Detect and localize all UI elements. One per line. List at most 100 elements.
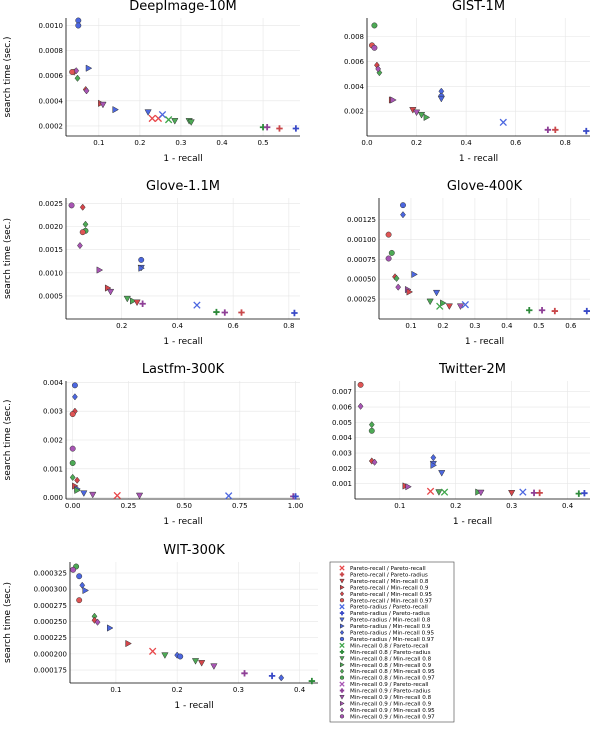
data-point [357,402,364,410]
data-point [385,231,392,238]
x-tick-label: 0.6 [228,322,240,330]
chart-panel: 0.2 0.4 0.6 0.8 0.0005 0.0010 0.0015 0.0020 0.00… [3,179,300,347]
legend-marker [339,578,345,584]
data-point [89,491,97,499]
data-point [83,87,90,95]
data-point [113,491,121,500]
x-tick-label: 0.6 [510,139,522,147]
x-tick-label: 0.8 [283,322,294,330]
y-tick-label: 0.004 [344,83,365,91]
y-axis-label: search time (sec.) [3,218,13,299]
x-tick-label: 0.00 [65,502,81,510]
data-point [69,411,76,418]
x-tick-label: 0.3 [175,139,186,147]
x-tick-label: 0.1 [394,502,405,510]
legend-marker [339,675,345,680]
data-point [276,125,283,132]
data-point [164,116,173,124]
data-point [423,113,431,121]
data-point [375,65,382,73]
y-tick-label: 0.00100 [347,236,376,244]
data-point [148,114,156,123]
legend-marker [339,591,345,597]
x-tick-label: 0.3 [233,686,244,694]
y-tick-label: 0.0025 [39,200,64,208]
x-tick-label: 0.1 [405,322,416,330]
data-point [430,454,437,462]
chart-panel: 0.1 0.2 0.3 0.4 0.001 0.002 0.003 0.004 0.005 0.0… [332,362,590,527]
data-point [371,44,378,51]
data-point [583,127,590,135]
data-point [76,597,83,604]
data-point [551,307,559,315]
legend-marker [339,565,345,571]
data-point [436,302,444,310]
data-point [477,489,485,497]
legend-marker [339,649,345,655]
data-point [125,639,132,648]
data-point [581,489,588,497]
legend-label: Pareto-radius / Pareto-radius [350,611,430,617]
data-point [191,658,200,665]
data-point [368,427,375,434]
legend-marker [339,629,345,636]
chart-panel: 0.1 0.2 0.3 0.4 0.000175 0.000200 0.000225 0.00… [3,543,318,711]
legend-marker [339,572,345,577]
legend-label: Pareto-radius / Min-recall 0.8 [350,618,431,624]
data-point [393,274,400,283]
data-point [138,264,145,272]
data-point [133,299,141,307]
data-point [85,64,93,72]
legend-label: Pareto-recall / Min-recall 0.95 [350,592,432,598]
x-axis-label: 1 - recall [163,337,202,347]
data-point [430,461,438,469]
data-point [149,647,157,655]
legend-label: Min-recall 0.9 / Min-recall 0.8 [350,695,432,701]
y-tick-label: 0.000275 [34,602,67,610]
x-tick-label: 0.4 [562,502,574,510]
x-tick-label: 0.25 [121,502,137,510]
y-tick-label: 0.000 [43,494,63,502]
data-point [519,488,527,496]
y-tick-label: 0.0005 [39,292,64,300]
y-tick-label: 0.006 [332,404,353,412]
data-point [198,660,206,667]
data-point [575,490,583,497]
legend-label: Min-recall 0.9 / Min-recall 0.95 [350,708,435,714]
data-point [76,573,83,580]
legend-label: Pareto-radius / Min-recall 0.9 [350,624,431,630]
x-tick-label: 0.3 [506,502,517,510]
data-point [79,229,86,236]
data-point [461,301,469,309]
x-tick-label: 0.75 [232,502,248,510]
data-point [69,69,76,75]
y-axis-label: search time (sec.) [3,399,13,480]
data-point [544,126,552,133]
data-point [73,67,80,75]
chart-title: DeepImage-10M [129,0,236,14]
x-tick-label: 0.0 [361,139,372,147]
chart-panel: 0.00 0.25 0.50 0.75 1.00 0.000 0.001 0.002 0.003… [3,362,303,527]
y-tick-label: 0.0020 [39,223,64,231]
x-tick-label: 0.2 [134,139,145,147]
y-tick-label: 0.004 [43,379,64,387]
data-point [91,616,98,624]
data-point [177,653,184,660]
data-point [72,393,78,401]
data-point [536,489,543,497]
x-tick-label: 0.4 [172,322,184,330]
data-point [106,288,115,296]
data-point [371,458,378,466]
x-tick-label: 0.4 [461,139,473,147]
data-point [138,256,145,263]
data-point [445,303,453,310]
data-point [193,301,201,309]
data-point [74,74,81,82]
x-axis-label: 1 - recall [465,337,504,347]
y-tick-label: 0.001 [43,465,63,473]
data-point [456,303,465,310]
y-tick-label: 0.000175 [34,667,67,675]
y-tick-label: 0.000225 [34,634,67,642]
data-point [426,298,434,306]
data-point [74,486,81,494]
